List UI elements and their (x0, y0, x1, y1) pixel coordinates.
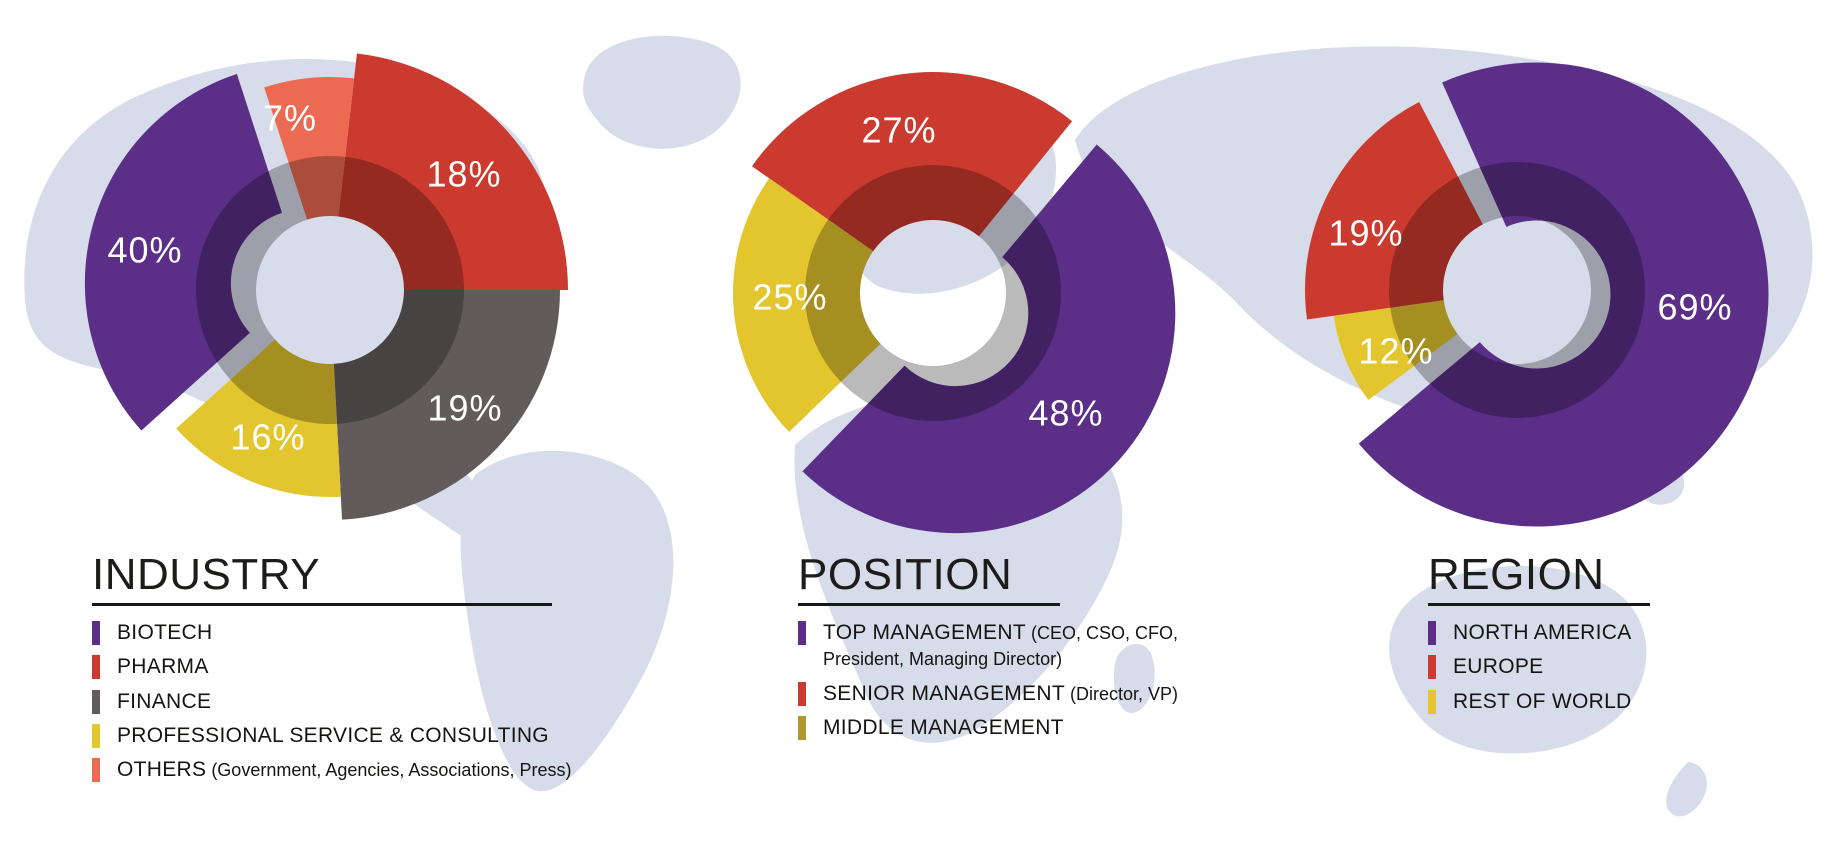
donut-position: 48% 27% 25% (733, 72, 1176, 534)
heading-underline (92, 603, 552, 606)
legend-marker-senior-management (798, 681, 806, 706)
legend-label-north-america: NORTH AMERICA (1453, 621, 1632, 644)
legend-item-north-america: NORTH AMERICA (1428, 620, 1728, 646)
legend-item-senior-management: SENIOR MANAGEMENT (Director, VP) (798, 681, 1178, 707)
legend-marker-finance (92, 689, 100, 714)
legend-detail-others: (Government, Agencies, Associations, Pre… (206, 760, 572, 780)
pct-label-biotech: 40% (107, 230, 182, 271)
legend-marker-rest-of-world (1428, 689, 1436, 714)
legend-marker-others (92, 758, 100, 782)
legend-label-middle-management: MIDDLE MANAGEMENT (823, 715, 1064, 739)
pct-label-finance: 19% (427, 388, 502, 429)
legend-label-pharma: PHARMA (117, 655, 209, 679)
pct-label-professional-service-consulting: 16% (230, 417, 305, 458)
inner-ring-shade (804, 165, 1061, 422)
legend-detail-senior-management: (Director, VP) (1064, 683, 1178, 704)
legend-label-others: OTHERS (Government, Agencies, Associatio… (117, 758, 572, 781)
legend-item-professional-service-consulting: PROFESSIONAL SERVICE & CONSULTING (92, 723, 632, 749)
legend-item-top-management: TOP MANAGEMENT (CEO, CSO, CFO, President… (798, 620, 1178, 673)
pct-label-rest-of-world: 12% (1358, 331, 1433, 372)
legend-marker-pharma (92, 655, 100, 680)
pct-label-middle-management: 25% (752, 277, 827, 318)
pct-label-north-america: 69% (1657, 287, 1732, 328)
legend-detail-top-management: (CEO, CSO, CFO, President, Managing Dire… (823, 623, 1178, 670)
legend-label-finance: FINANCE (117, 689, 212, 713)
slice-top-management (802, 144, 1176, 534)
slice-europe (1305, 101, 1483, 320)
legend-items-industry: BIOTECH PHARMA FINANCE PROFESSIONAL SERVICE… (92, 620, 632, 783)
pct-label-senior-management: 27% (861, 110, 936, 151)
pct-label-pharma: 18% (426, 154, 501, 195)
slice-rest-of-world (1333, 300, 1458, 401)
legend-block-position: POSITION TOP MANAGEMENT (CEO, CSO, CFO, … (798, 553, 1178, 749)
chart-heading-region: REGION (1428, 550, 1605, 599)
legend-marker-professional-service-consulting (92, 723, 100, 748)
heading-underline (1428, 603, 1650, 606)
chart-heading-industry: INDUSTRY (92, 550, 321, 599)
inner-ring-shade (195, 156, 464, 424)
slice-middle-management (733, 178, 881, 432)
legend-items-position: TOP MANAGEMENT (CEO, CSO, CFO, President… (798, 620, 1178, 741)
donut-region: 69% 19% 12% (1305, 62, 1769, 527)
pct-label-others: 7% (263, 98, 317, 139)
pct-label-top-management: 48% (1028, 393, 1103, 434)
heading-underline (798, 603, 1060, 606)
pct-label-europe: 19% (1328, 213, 1403, 254)
slice-others (264, 77, 355, 220)
legend-label-rest-of-world: REST OF WORLD (1453, 689, 1632, 713)
chart-heading-position: POSITION (798, 550, 1013, 599)
legend-label-professional-service-consulting: PROFESSIONAL SERVICE & CONSULTING (117, 723, 549, 747)
legend-item-others: OTHERS (Government, Agencies, Associatio… (92, 757, 632, 783)
slice-pharma (338, 53, 568, 290)
legend-item-finance: FINANCE (92, 689, 632, 715)
legend-marker-north-america (1428, 621, 1436, 645)
legend-item-europe: EUROPE (1428, 654, 1728, 680)
legend-item-rest-of-world: REST OF WORLD (1428, 689, 1728, 715)
legend-item-middle-management: MIDDLE MANAGEMENT (798, 715, 1178, 741)
legend-label-senior-management: SENIOR MANAGEMENT (Director, VP) (823, 681, 1178, 705)
legend-items-region: NORTH AMERICA EUROPE REST OF WORLD (1428, 620, 1728, 715)
slice-professional-service-consulting (176, 339, 341, 497)
legend-marker-top-management (798, 621, 806, 645)
legend-marker-biotech (92, 621, 100, 645)
slice-finance (333, 290, 560, 520)
legend-label-top-management: TOP MANAGEMENT (CEO, CSO, CFO, President… (823, 621, 1178, 670)
legend-marker-middle-management (798, 715, 806, 740)
legend-block-region: REGION NORTH AMERICA EUROPE REST OF WORLD (1428, 553, 1728, 723)
slice-north-america (1358, 62, 1769, 527)
legend-item-pharma: PHARMA (92, 654, 632, 680)
legend-block-industry: INDUSTRY BIOTECH PHARMA FINANCE PROFESSIONA… (92, 553, 632, 791)
inner-ring-shade (1388, 162, 1645, 418)
donut-industry: 40% 18% 19% 16% 7% (84, 53, 568, 520)
slice-senior-management (751, 72, 1073, 252)
legend-label-europe: EUROPE (1453, 655, 1544, 679)
legend-marker-europe (1428, 655, 1436, 680)
legend-label-biotech: BIOTECH (117, 621, 213, 644)
slice-biotech (84, 74, 283, 431)
legend-item-biotech: BIOTECH (92, 620, 632, 646)
